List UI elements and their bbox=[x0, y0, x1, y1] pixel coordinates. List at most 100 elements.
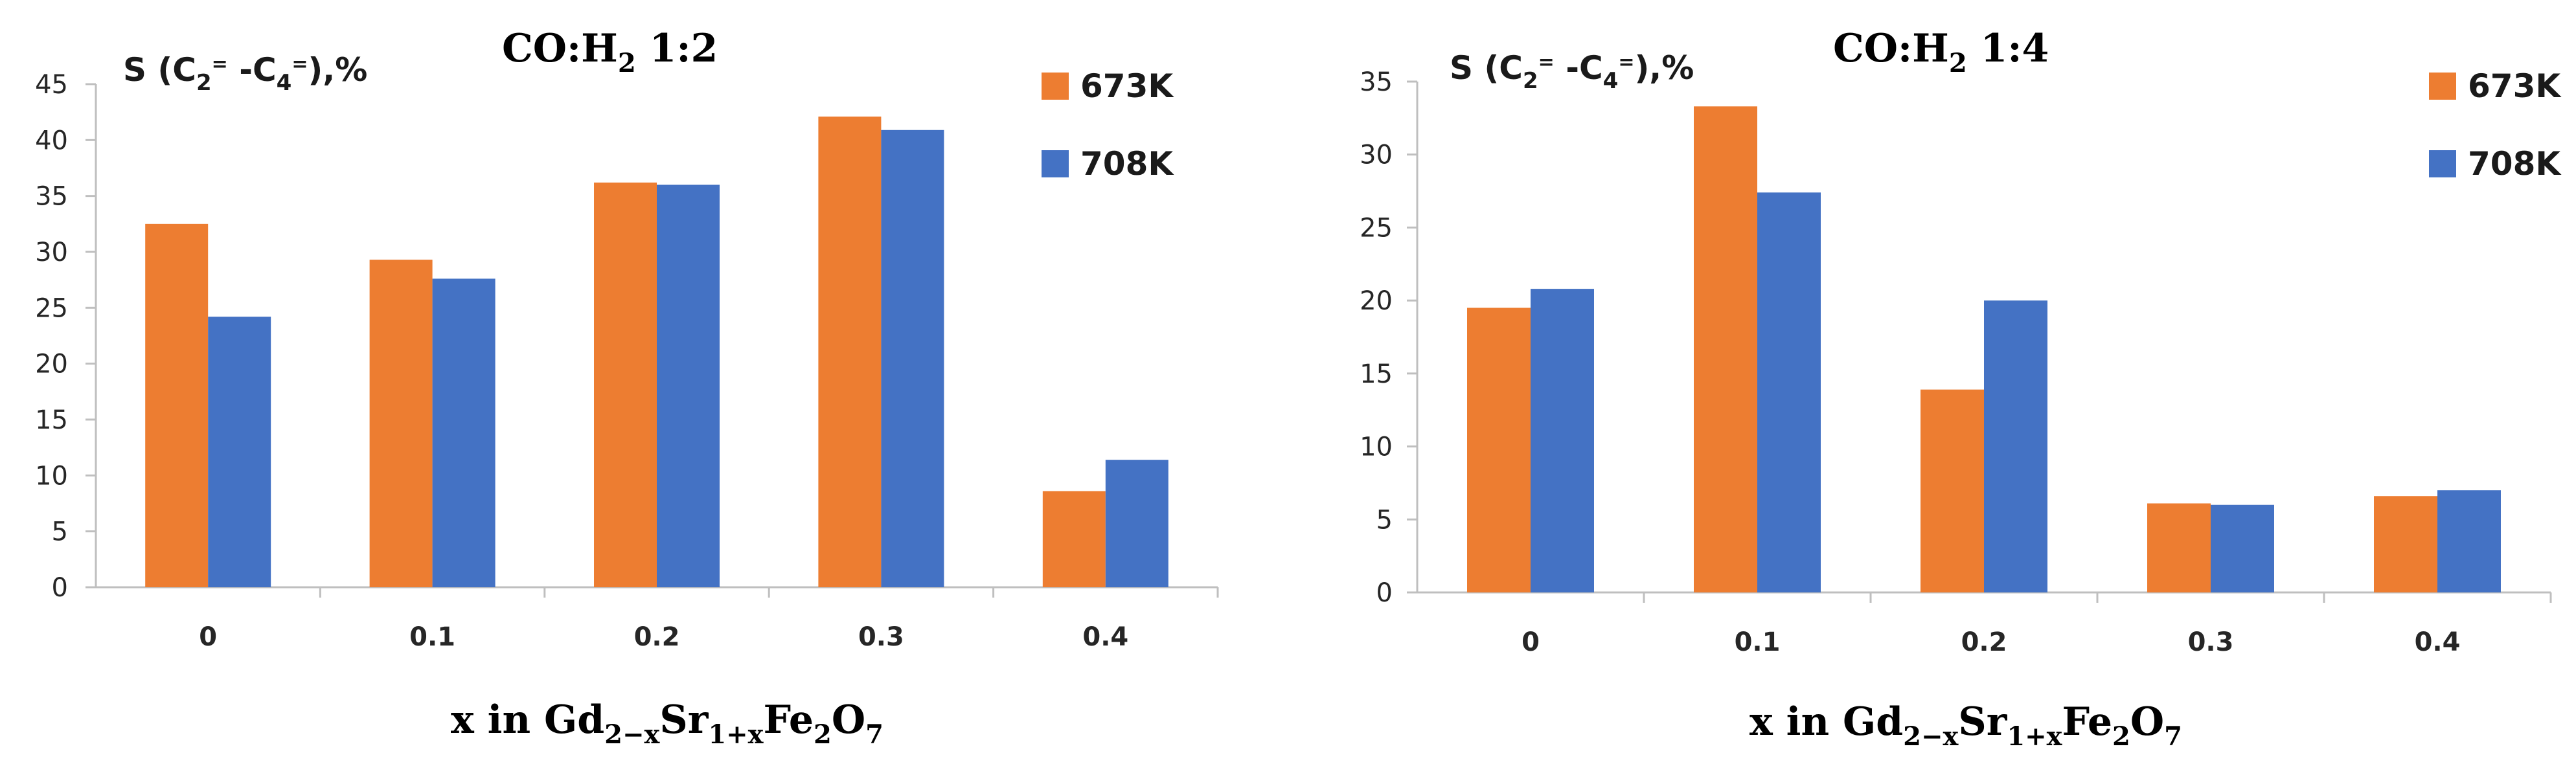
title-main: CO:H bbox=[1833, 26, 1949, 71]
ylabel-sup-eq: = bbox=[212, 53, 228, 76]
x-tick-label: 0.3 bbox=[858, 622, 904, 652]
xlabel-d: O bbox=[832, 697, 865, 743]
x-tick-label: 0.3 bbox=[2188, 627, 2234, 657]
xlabel-c: Fe bbox=[2062, 699, 2113, 745]
bar-673K-x-0.1 bbox=[369, 260, 433, 587]
legend-swatch-708K bbox=[2429, 150, 2456, 177]
xlabel-sub4: 7 bbox=[865, 719, 883, 750]
legend-label-708K: 708K bbox=[2468, 145, 2562, 183]
chart-title: CO:H2 1:4 bbox=[1833, 26, 2049, 78]
ylabel-sub-4: 4 bbox=[1603, 68, 1619, 94]
xlabel-sub4: 7 bbox=[2164, 721, 2182, 752]
y-tick-label: 30 bbox=[1360, 140, 1393, 170]
x-tick-label: 0 bbox=[1522, 627, 1540, 657]
bar-708K-x-0.1 bbox=[1757, 192, 1821, 593]
bar-673K-x-0.2 bbox=[594, 182, 657, 587]
xlabel-a: x in Gd bbox=[1750, 699, 1903, 745]
y-tick-label: 20 bbox=[35, 350, 68, 379]
x-tick-label: 0.4 bbox=[1082, 622, 1128, 652]
y-tick-label: 25 bbox=[1360, 213, 1393, 243]
x-tick-label: 0.2 bbox=[1961, 627, 2007, 657]
y-tick-label: 30 bbox=[35, 238, 68, 267]
bar-708K-x-0.3 bbox=[881, 129, 944, 587]
y-tick-label: 20 bbox=[1360, 286, 1393, 316]
bar-673K-x-0.2 bbox=[1921, 389, 1984, 592]
xlabel-b: Sr bbox=[659, 697, 709, 743]
y-tick-label: 15 bbox=[1360, 359, 1393, 389]
ylabel-sup-eq: = bbox=[1538, 51, 1555, 74]
x-tick-label: 0.2 bbox=[634, 622, 680, 652]
xlabel-d: O bbox=[2130, 699, 2164, 745]
y-axis-label: S (C2= -C4=),% bbox=[123, 51, 367, 96]
y-tick-label: 45 bbox=[35, 70, 68, 100]
x-tick-label: 0 bbox=[199, 622, 217, 652]
title-ratio: 1:4 bbox=[1967, 26, 2049, 71]
y-tick-label: 10 bbox=[35, 461, 68, 491]
xlabel-sub3: 2 bbox=[2112, 721, 2130, 752]
legend-swatch-673K bbox=[2429, 73, 2456, 100]
ylabel-mid: -C bbox=[228, 51, 277, 89]
ylabel-sup-eq2: = bbox=[1618, 51, 1634, 74]
xlabel-sub1: 2−x bbox=[1903, 721, 1959, 752]
y-tick-label: 25 bbox=[35, 293, 68, 323]
y-tick-label: 15 bbox=[35, 405, 68, 435]
bar-708K-x-0.2 bbox=[1984, 300, 2047, 592]
ylabel-end: ),% bbox=[1634, 49, 1694, 87]
bar-673K-x-0.4 bbox=[1042, 491, 1106, 587]
ylabel-end: ),% bbox=[308, 51, 367, 89]
bar-708K-x-0.4 bbox=[1105, 460, 1168, 587]
bar-673K-x-0.1 bbox=[1694, 106, 1757, 592]
x-tick-label: 0.4 bbox=[2415, 627, 2461, 657]
bar-708K-x-0.2 bbox=[657, 185, 720, 587]
xlabel-sub3: 2 bbox=[814, 719, 832, 750]
xlabel-sub1: 2−x bbox=[604, 719, 660, 750]
y-tick-label: 5 bbox=[1376, 505, 1393, 535]
ylabel-sub-2: 2 bbox=[1523, 68, 1538, 94]
bar-708K-x-0 bbox=[1531, 289, 1594, 592]
y-axis-label: S (C2= -C4=),% bbox=[1450, 49, 1694, 94]
bar-708K-x-0 bbox=[208, 317, 271, 587]
legend-label-708K: 708K bbox=[1080, 145, 1174, 183]
y-tick-label: 0 bbox=[1376, 578, 1393, 608]
y-tick-label: 5 bbox=[52, 517, 68, 547]
title-main: CO:H bbox=[502, 26, 618, 71]
ylabel-sup-eq2: = bbox=[291, 53, 308, 76]
title-ratio: 1:2 bbox=[636, 26, 718, 71]
ylabel-sub-4: 4 bbox=[277, 70, 292, 96]
chart-title: CO:H2 1:2 bbox=[502, 26, 718, 78]
x-axis-label: x in Gd2−xSr1+xFe2O7 bbox=[1750, 699, 2182, 752]
bar-673K-x-0.3 bbox=[2147, 503, 2211, 592]
x-tick-label: 0.1 bbox=[1735, 627, 1781, 657]
x-tick-label: 0.1 bbox=[409, 622, 455, 652]
title-subscript: 2 bbox=[1949, 48, 1967, 78]
ylabel-s: S (C bbox=[1450, 49, 1523, 87]
legend-label-673K: 673K bbox=[2468, 67, 2562, 105]
legend-label-673K: 673K bbox=[1080, 67, 1174, 105]
y-tick-label: 0 bbox=[52, 573, 68, 603]
xlabel-b: Sr bbox=[1958, 699, 2007, 745]
legend-swatch-673K bbox=[1042, 73, 1069, 100]
bar-708K-x-0.3 bbox=[2211, 504, 2274, 592]
bar-673K-x-0.3 bbox=[818, 117, 882, 587]
bar-708K-x-0.1 bbox=[432, 278, 496, 587]
xlabel-a: x in Gd bbox=[451, 697, 604, 743]
bar-673K-x-0 bbox=[1467, 308, 1531, 592]
ylabel-sub-2: 2 bbox=[196, 70, 212, 96]
y-tick-label: 40 bbox=[35, 126, 68, 155]
xlabel-sub2: 1+x bbox=[2007, 721, 2062, 752]
xlabel-c: Fe bbox=[764, 697, 814, 743]
bar-673K-x-0 bbox=[145, 223, 209, 587]
xlabel-sub2: 1+x bbox=[708, 719, 764, 750]
ylabel-s: S (C bbox=[123, 51, 196, 89]
y-tick-label: 35 bbox=[35, 182, 68, 212]
title-subscript: 2 bbox=[618, 48, 636, 78]
y-tick-label: 10 bbox=[1360, 433, 1393, 462]
ylabel-mid: -C bbox=[1555, 49, 1603, 87]
bar-673K-x-0.4 bbox=[2374, 496, 2437, 592]
y-tick-label: 35 bbox=[1360, 67, 1393, 97]
x-axis-label: x in Gd2−xSr1+xFe2O7 bbox=[451, 697, 883, 750]
bar-708K-x-0.4 bbox=[2437, 490, 2501, 592]
